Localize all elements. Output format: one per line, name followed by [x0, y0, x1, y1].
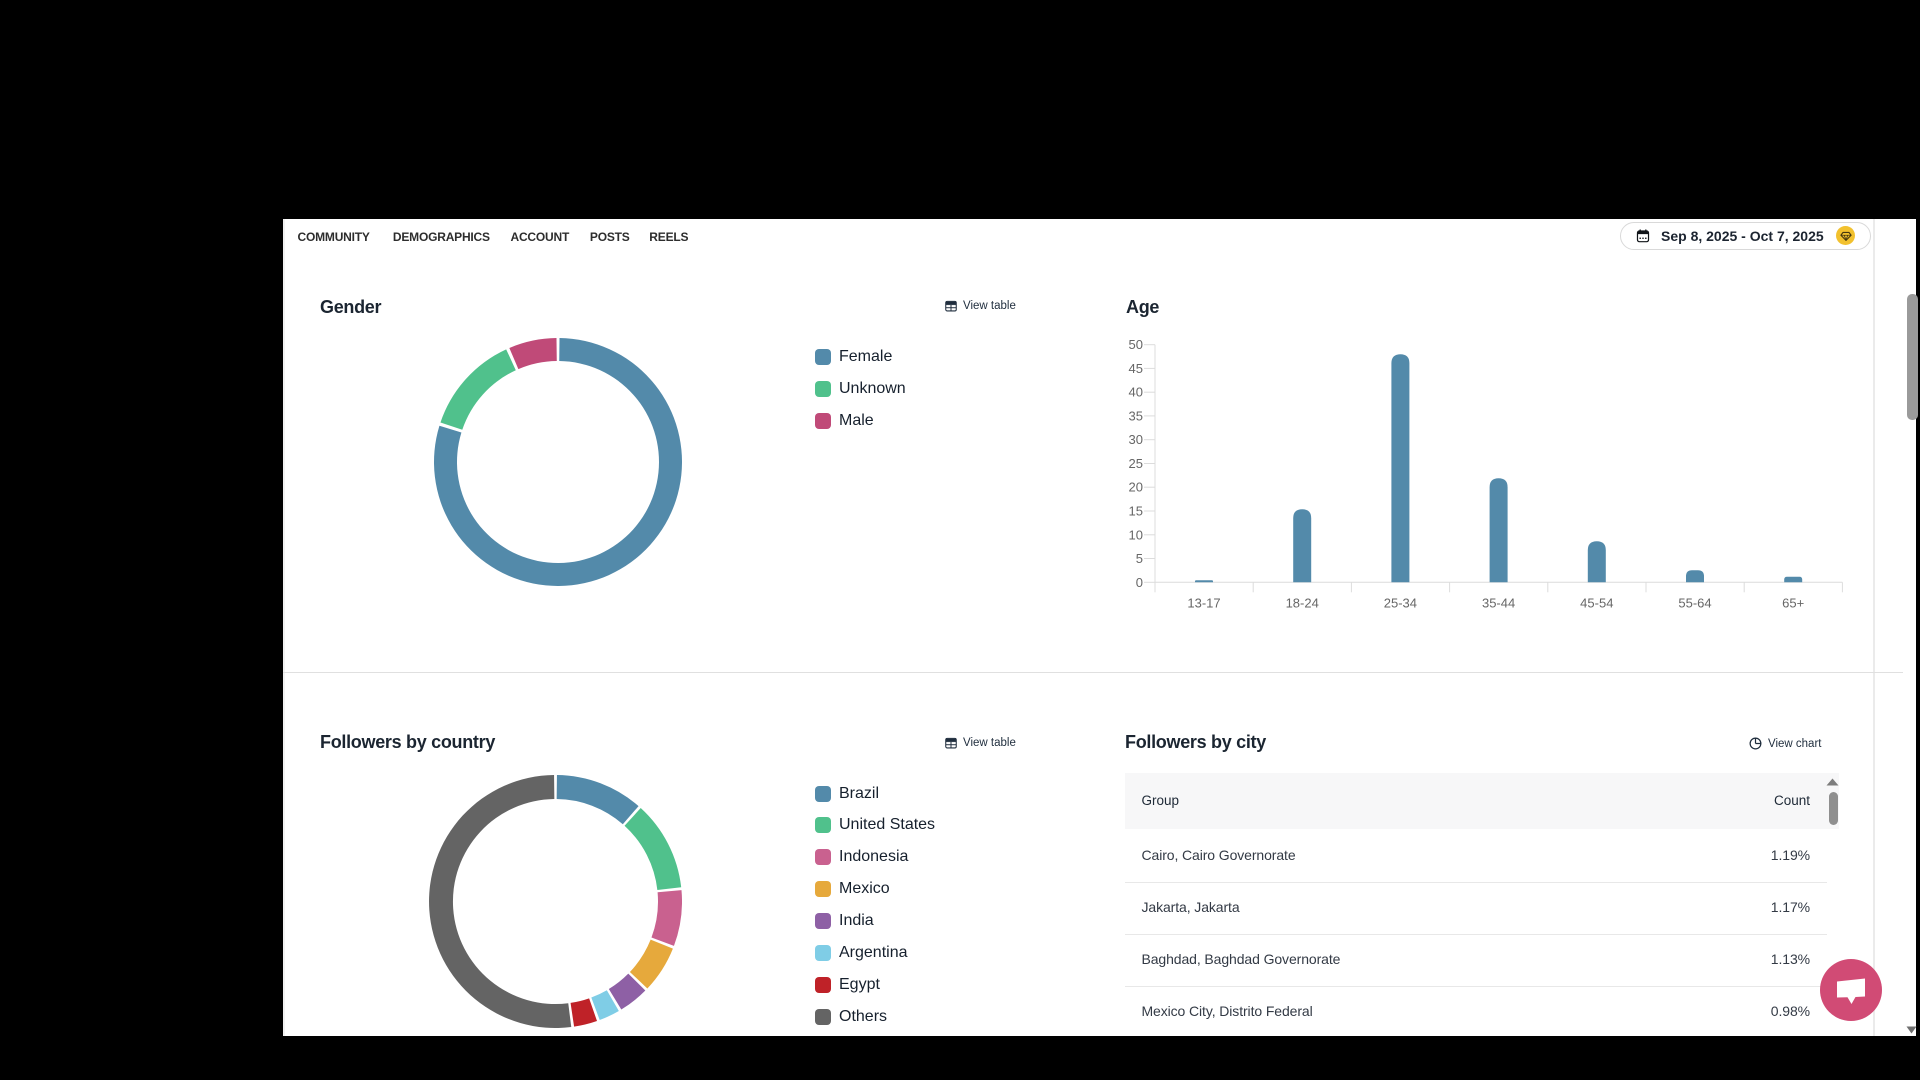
svg-text:15: 15 — [1129, 504, 1143, 519]
svg-text:55-64: 55-64 — [1678, 596, 1711, 611]
svg-text:20: 20 — [1129, 480, 1143, 495]
svg-text:18-24: 18-24 — [1286, 596, 1319, 611]
svg-text:30: 30 — [1129, 432, 1143, 447]
svg-text:65+: 65+ — [1782, 596, 1804, 611]
svg-text:40: 40 — [1129, 385, 1143, 400]
svg-text:25: 25 — [1129, 456, 1143, 471]
svg-text:25-34: 25-34 — [1384, 596, 1417, 611]
svg-text:5: 5 — [1136, 551, 1143, 566]
svg-text:13-17: 13-17 — [1187, 596, 1220, 611]
svg-text:10: 10 — [1129, 527, 1143, 542]
svg-text:45: 45 — [1129, 361, 1143, 376]
svg-text:0: 0 — [1136, 575, 1143, 590]
svg-text:35: 35 — [1129, 408, 1143, 423]
svg-text:35-44: 35-44 — [1482, 596, 1515, 611]
svg-text:50: 50 — [1129, 337, 1143, 352]
svg-text:45-54: 45-54 — [1580, 596, 1613, 611]
